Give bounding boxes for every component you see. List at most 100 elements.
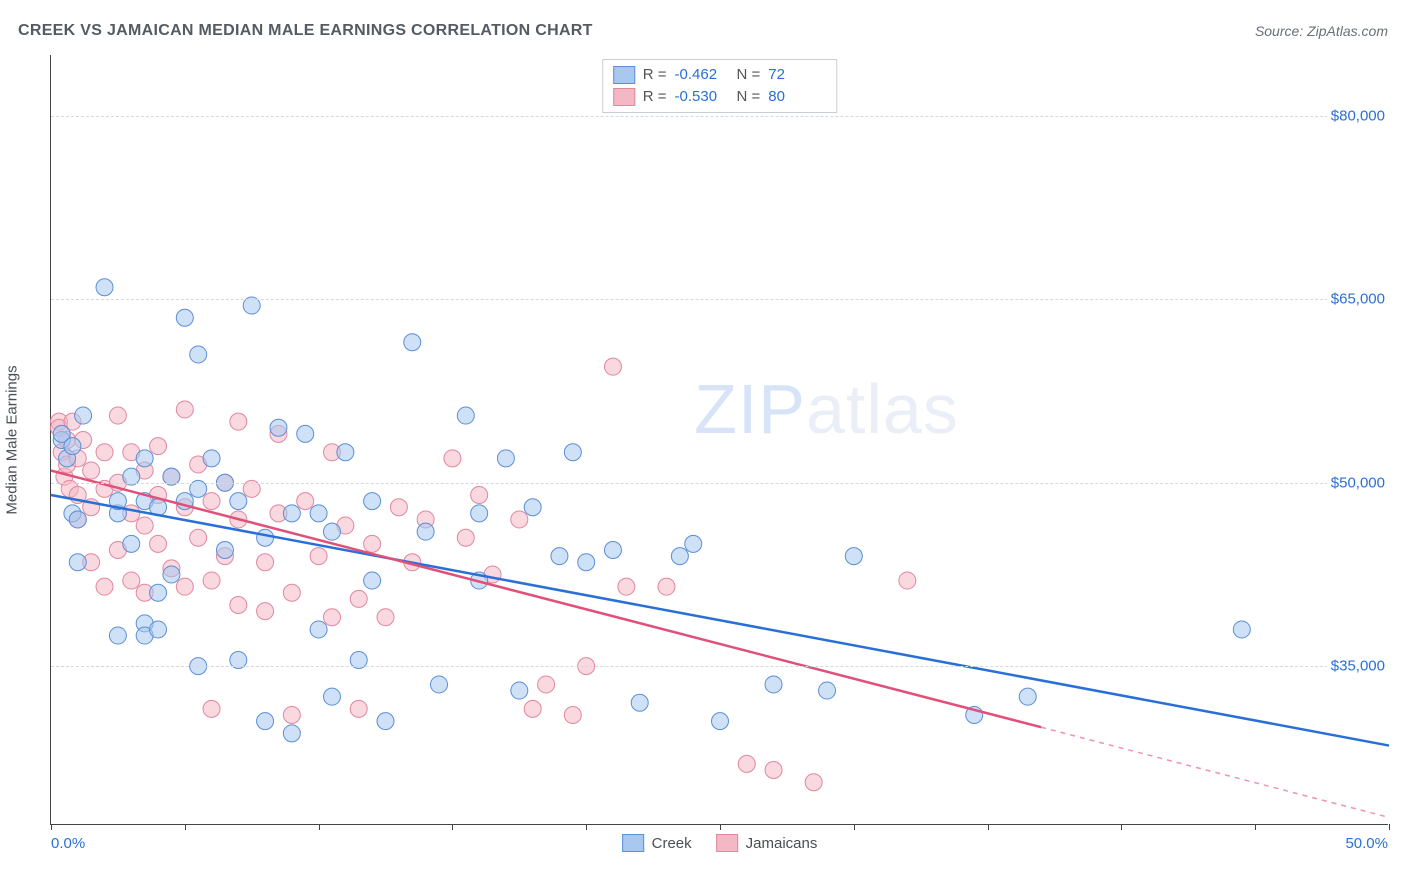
data-point [712, 713, 729, 730]
data-point [150, 438, 167, 455]
data-point [203, 700, 220, 717]
n-val-1: 80 [768, 86, 822, 108]
data-point [845, 548, 862, 565]
x-tick [854, 824, 855, 830]
data-point [364, 493, 381, 510]
data-point [350, 590, 367, 607]
x-tick [988, 824, 989, 830]
data-point [123, 572, 140, 589]
data-point [109, 407, 126, 424]
data-point [150, 621, 167, 638]
y-tick-label: $65,000 [1327, 291, 1389, 308]
data-point [765, 676, 782, 693]
x-axis-min: 0.0% [51, 835, 85, 852]
n-label-1: N = [737, 86, 761, 108]
data-point [283, 505, 300, 522]
data-point [431, 676, 448, 693]
data-point [685, 535, 702, 552]
data-point [257, 603, 274, 620]
y-tick-label: $80,000 [1327, 108, 1389, 125]
data-point [765, 762, 782, 779]
legend-swatch-creek [622, 834, 644, 852]
data-point [471, 505, 488, 522]
legend-item-jamaicans: Jamaicans [716, 834, 818, 852]
data-point [524, 700, 541, 717]
data-point [176, 578, 193, 595]
data-point [417, 523, 434, 540]
data-point [297, 425, 314, 442]
data-point [658, 578, 675, 595]
data-point [323, 688, 340, 705]
x-tick [720, 824, 721, 830]
data-point [524, 499, 541, 516]
data-point [270, 419, 287, 436]
data-point [136, 517, 153, 534]
data-point [230, 413, 247, 430]
data-point [64, 438, 81, 455]
data-point [604, 542, 621, 559]
data-point [136, 450, 153, 467]
legend-label-creek: Creek [652, 835, 692, 852]
data-point [190, 529, 207, 546]
data-point [176, 309, 193, 326]
data-point [1233, 621, 1250, 638]
y-tick-label: $50,000 [1327, 474, 1389, 491]
plot-svg [51, 55, 1389, 825]
x-tick [319, 824, 320, 830]
data-point [578, 554, 595, 571]
data-point [337, 444, 354, 461]
data-point [283, 725, 300, 742]
data-point [203, 450, 220, 467]
data-point [257, 529, 274, 546]
stats-box: R = -0.462 N = 72 R = -0.530 N = 80 [602, 59, 838, 113]
data-point [404, 334, 421, 351]
source-attribution: Source: ZipAtlas.com [1255, 23, 1388, 39]
y-tick-label: $35,000 [1327, 658, 1389, 675]
trend-line [51, 495, 1389, 746]
data-point [805, 774, 822, 791]
data-point [297, 493, 314, 510]
data-point [69, 554, 86, 571]
data-point [75, 407, 92, 424]
data-point [83, 462, 100, 479]
legend-swatch-jamaicans [716, 834, 738, 852]
data-point [471, 487, 488, 504]
data-point [163, 566, 180, 583]
data-point [230, 493, 247, 510]
data-point [551, 548, 568, 565]
plot-region: ZIPatlas R = -0.462 N = 72 R = -0.530 N … [50, 55, 1388, 825]
stats-row-0: R = -0.462 N = 72 [613, 64, 823, 86]
data-point [819, 682, 836, 699]
gridline [51, 116, 1388, 117]
r-label-0: R = [643, 64, 667, 86]
legend-label-jamaicans: Jamaicans [746, 835, 818, 852]
x-axis-max: 50.0% [1345, 835, 1388, 852]
data-point [564, 707, 581, 724]
data-point [511, 682, 528, 699]
swatch-jamaicans [613, 88, 635, 106]
data-point [364, 572, 381, 589]
data-point [310, 505, 327, 522]
data-point [377, 713, 394, 730]
data-point [230, 597, 247, 614]
data-point [350, 700, 367, 717]
data-point [671, 548, 688, 565]
data-point [364, 535, 381, 552]
data-point [538, 676, 555, 693]
x-tick [1389, 824, 1390, 830]
x-tick [1121, 824, 1122, 830]
r-val-1: -0.530 [675, 86, 729, 108]
data-point [69, 511, 86, 528]
data-point [109, 627, 126, 644]
data-point [176, 401, 193, 418]
data-point [310, 621, 327, 638]
data-point [511, 511, 528, 528]
gridline [51, 299, 1388, 300]
data-point [1019, 688, 1036, 705]
n-label-0: N = [737, 64, 761, 86]
data-point [216, 542, 233, 559]
legend: Creek Jamaicans [622, 834, 818, 852]
y-axis-label: Median Male Earnings [4, 365, 21, 514]
data-point [631, 694, 648, 711]
data-point [457, 529, 474, 546]
